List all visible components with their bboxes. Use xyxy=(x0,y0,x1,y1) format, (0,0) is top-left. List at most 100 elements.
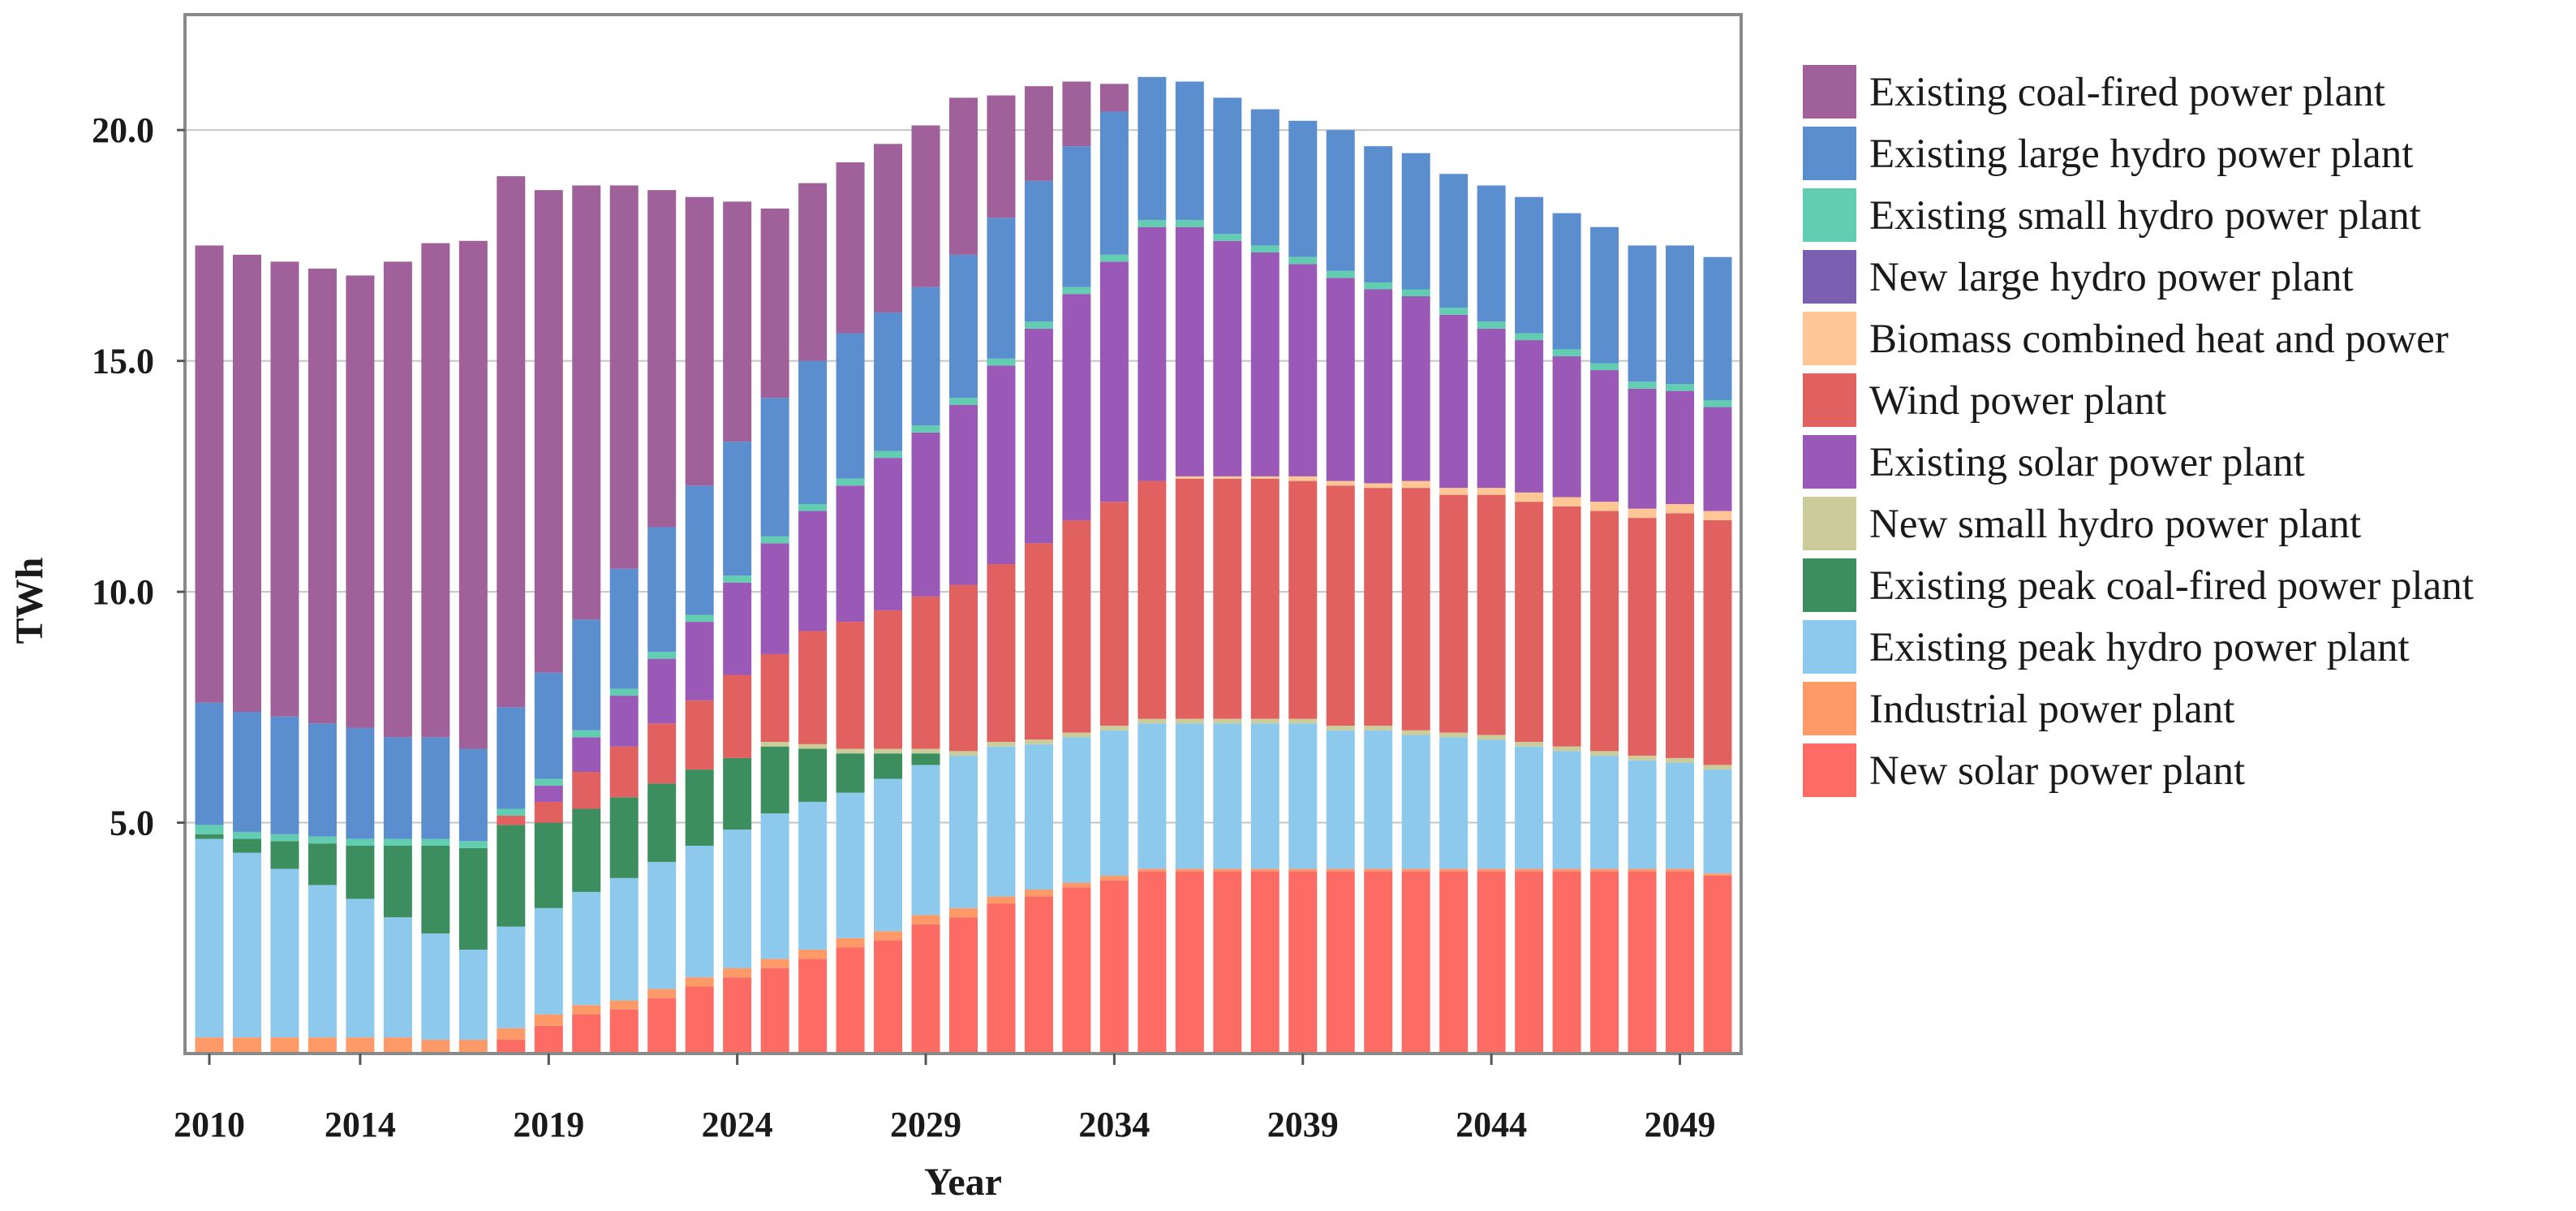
bar-segment-2034-10 xyxy=(1099,254,1129,262)
bar-segment-2026-9 xyxy=(798,511,828,631)
legend-label-1: Existing large hydro power plant xyxy=(1869,131,2413,177)
bar-segment-2024-2 xyxy=(723,830,752,968)
bar-segment-2035-11 xyxy=(1137,76,1167,221)
legend-swatch-2 xyxy=(1803,188,1856,242)
bar-segment-2019-1 xyxy=(534,1014,563,1026)
bar-segment-2028-1 xyxy=(874,931,903,941)
bar-segment-2037-4 xyxy=(1213,718,1242,724)
bar-segment-2035-1 xyxy=(1137,868,1167,872)
bar-segment-2036-10 xyxy=(1175,220,1204,227)
bar-segment-2028-12 xyxy=(874,144,903,312)
bar-segment-2043-6 xyxy=(1439,494,1469,733)
bar-segment-2036-11 xyxy=(1175,81,1204,221)
bar-segment-2041-0 xyxy=(1364,871,1393,1054)
bar-segment-2022-10 xyxy=(647,652,677,659)
bar-segment-2019-12 xyxy=(534,190,563,673)
bar-segment-2022-11 xyxy=(647,527,677,653)
bar-segment-2025-10 xyxy=(760,536,789,544)
bar-segment-2027-1 xyxy=(836,937,865,948)
bar-segment-2029-10 xyxy=(911,425,940,433)
legend-label-5: Wind power plant xyxy=(1869,378,2166,424)
bar-segment-2034-12 xyxy=(1099,84,1129,112)
x-tick-label-0: 2010 xyxy=(174,1105,245,1144)
bar-segment-2032-0 xyxy=(1024,896,1053,1054)
bar-segment-2033-11 xyxy=(1062,146,1091,287)
bar-segment-2033-9 xyxy=(1062,294,1091,520)
legend-label-10: Industrial power plant xyxy=(1869,687,2234,732)
legend-label-0: Existing coal-fired power plant xyxy=(1869,70,2385,115)
bar-segment-2013-10 xyxy=(307,836,337,844)
bar-segment-2027-0 xyxy=(836,947,865,1054)
x-tick-label-8: 2049 xyxy=(1645,1105,1716,1144)
bar-segment-2029-11 xyxy=(911,287,940,426)
legend-swatch-4 xyxy=(1803,312,1856,365)
bar-segment-2022-2 xyxy=(647,861,677,989)
bar-segment-2035-6 xyxy=(1137,481,1167,719)
x-tick-label-1: 2014 xyxy=(325,1105,396,1144)
bar-segment-2027-3 xyxy=(836,753,865,793)
bar-segment-2036-6 xyxy=(1175,478,1204,719)
bar-segment-2046-10 xyxy=(1552,349,1581,356)
bar-segment-2043-1 xyxy=(1439,868,1469,872)
bar-segment-2046-7 xyxy=(1552,497,1581,506)
bar-segment-2050-10 xyxy=(1703,400,1732,407)
bar-segment-2038-4 xyxy=(1250,718,1279,724)
bar-segment-2028-6 xyxy=(874,610,903,749)
bar-segment-2045-11 xyxy=(1515,196,1544,334)
bar-segment-2015-2 xyxy=(383,917,412,1038)
bar-segment-2041-4 xyxy=(1364,726,1393,730)
bar-segment-2037-1 xyxy=(1213,868,1242,872)
bar-segment-2030-12 xyxy=(949,97,978,255)
bar-segment-2023-6 xyxy=(685,700,714,770)
bar-segment-2021-3 xyxy=(609,797,639,878)
bar-segment-2024-0 xyxy=(723,977,752,1054)
legend-swatch-8 xyxy=(1803,558,1856,612)
legend-label-6: Existing solar power plant xyxy=(1869,440,2305,485)
bar-segment-2045-7 xyxy=(1515,492,1544,502)
bar-segment-2038-1 xyxy=(1250,868,1279,872)
bar-segment-2042-2 xyxy=(1401,735,1430,869)
bar-segment-2020-11 xyxy=(572,619,601,730)
bar-segment-2030-9 xyxy=(949,404,978,585)
bar-segment-2040-11 xyxy=(1326,130,1355,271)
legend-swatch-7 xyxy=(1803,497,1856,550)
bar-segment-2020-2 xyxy=(572,891,601,1006)
bar-segment-2021-1 xyxy=(609,1000,639,1010)
legend: Existing coal-fired power plant Existing … xyxy=(1803,65,2474,797)
bar-segment-2027-4 xyxy=(836,748,865,754)
bar-segment-2024-6 xyxy=(723,674,752,758)
bar-segment-2047-6 xyxy=(1590,511,1619,752)
bar-segment-2014-12 xyxy=(346,275,375,728)
bar-segment-2022-12 xyxy=(647,190,677,528)
bar-segment-2042-9 xyxy=(1401,296,1430,481)
bar-segment-2037-7 xyxy=(1213,476,1242,479)
bar-segment-2025-3 xyxy=(760,746,789,814)
bar-segment-2028-11 xyxy=(874,312,903,451)
bar-segment-2033-1 xyxy=(1062,882,1091,888)
bar-segment-2042-6 xyxy=(1401,488,1430,730)
y-tick-label-3: 20.0 xyxy=(92,110,154,150)
bar-segment-2048-10 xyxy=(1628,381,1657,389)
bar-segment-2044-0 xyxy=(1477,871,1506,1054)
bar-segment-2027-12 xyxy=(836,162,865,334)
bar-segment-2041-10 xyxy=(1364,282,1393,290)
bar-segment-2033-0 xyxy=(1062,887,1091,1054)
bar-segment-2048-7 xyxy=(1628,508,1657,519)
bar-segment-2041-9 xyxy=(1364,289,1393,484)
bar-segment-2041-11 xyxy=(1364,146,1393,282)
bar-segment-2027-2 xyxy=(836,792,865,938)
bar-segment-2021-11 xyxy=(609,568,639,689)
bar-segment-2021-2 xyxy=(609,877,639,1001)
bar-segment-2027-11 xyxy=(836,333,865,479)
bar-segment-2033-10 xyxy=(1062,287,1091,295)
bar-segment-2039-10 xyxy=(1288,256,1318,265)
bar-segment-2023-0 xyxy=(685,986,714,1054)
bar-segment-2029-12 xyxy=(911,125,940,287)
bar-segment-2032-1 xyxy=(1024,890,1053,897)
bar-segment-2023-1 xyxy=(685,977,714,987)
bar-segment-2015-12 xyxy=(383,261,412,738)
bar-segment-2043-2 xyxy=(1439,737,1469,869)
bar-segment-2027-9 xyxy=(836,485,865,623)
bar-segment-2045-2 xyxy=(1515,746,1544,869)
bar-segment-2046-9 xyxy=(1552,356,1581,498)
